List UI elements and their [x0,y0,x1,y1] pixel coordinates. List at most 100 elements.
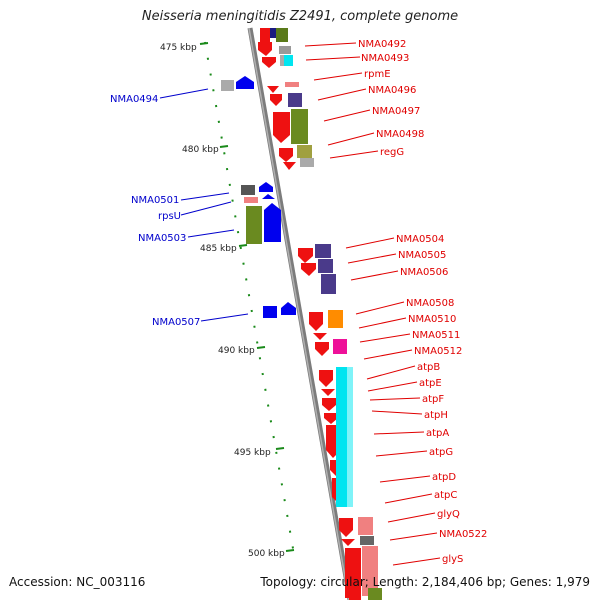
gene-arrow-forward [315,342,329,356]
gene-arrow-forward [270,94,282,106]
feature-block [221,80,234,91]
gene-arrow-reverse [236,76,254,89]
feature-block [333,339,347,354]
gene-arrow-forward [321,389,335,396]
feature-block [345,548,361,598]
feature-block [360,536,374,545]
feature-block [347,367,353,507]
feature-block [282,55,293,66]
feature-block [263,306,277,318]
gene-label-nma0507[interactable]: NMA0507 [152,317,200,328]
scale-label-490: 490 kbp [218,346,255,356]
feature-block [300,158,314,167]
gene-label-nma0501[interactable]: NMA0501 [131,195,179,206]
gene-arrow-forward [324,413,338,424]
right-gene-labels: NMA0492 NMA0493 rpmE NMA0496 NMA0497 NMA… [358,39,487,565]
gene-label-rpsu[interactable]: rpsU [158,211,181,222]
gene-arrow-forward [313,333,327,340]
gene-label-nma0498[interactable]: NMA0498 [376,129,424,140]
gene-label-regg[interactable]: regG [380,147,404,158]
scale-label-485: 485 kbp [200,244,237,254]
gene-label-nma0522[interactable]: NMA0522 [439,529,487,540]
gene-arrow-forward [267,86,279,93]
feature-block [279,46,291,54]
feature-block [244,197,258,203]
gene-arrow-reverse [281,302,296,315]
gene-arrow-reverse [264,203,281,242]
gene-arrow-forward [298,248,313,263]
feature-block [241,185,255,195]
accession-text: Accession: NC_003116 [9,575,146,589]
gene-label-atpc[interactable]: atpC [434,490,457,501]
scale-label-480: 480 kbp [182,145,219,155]
feature-block [358,517,373,535]
left-leader-lines [159,88,249,322]
feature-block [260,28,270,42]
gene-label-atpf[interactable]: atpF [422,394,444,405]
feature-block [276,28,288,42]
feature-block [368,588,382,600]
feature-block [318,259,333,273]
genome-info-text: Topology: circular; Length: 2,184,406 bp… [260,575,590,589]
gene-arrow-forward [319,370,333,387]
right-leader-lines [304,42,441,566]
feature-block [321,274,336,294]
feature-block [291,109,308,144]
left-gene-labels: NMA0494 NMA0501 rpsU NMA0503 NMA0507 [110,94,200,328]
gene-arrow-reverse [262,194,275,199]
gene-label-rpme[interactable]: rpmE [364,69,391,80]
gene-arrow-forward [279,148,293,162]
gene-label-nma0512[interactable]: NMA0512 [414,346,462,357]
scale-label-475: 475 kbp [160,43,197,53]
gene-label-atpa[interactable]: atpA [426,428,449,439]
feature-block [349,592,361,600]
gene-arrow-reverse [259,182,273,192]
gene-arrow-forward [262,57,276,68]
gene-label-nma0511[interactable]: NMA0511 [412,330,460,341]
gene-label-glys[interactable]: glyS [442,554,463,565]
gene-label-nma0508[interactable]: NMA0508 [406,298,454,309]
gene-label-atph[interactable]: atpH [424,410,448,421]
gene-label-nma0510[interactable]: NMA0510 [408,314,456,325]
gene-label-atpe[interactable]: atpE [419,378,442,389]
feature-block [280,55,284,66]
gene-arrow-forward [339,518,353,537]
feature-block [297,145,312,158]
gene-label-nma0494[interactable]: NMA0494 [110,94,158,105]
feature-block [288,93,302,107]
feature-block [362,546,378,596]
scale-label-495: 495 kbp [234,448,271,458]
gene-arrow-forward [258,42,272,56]
feature-block [328,310,343,328]
gene-label-nma0496[interactable]: NMA0496 [368,85,416,96]
gene-label-nma0506[interactable]: NMA0506 [400,267,448,278]
forward-features [258,28,382,600]
gene-arrow-forward [273,112,290,143]
feature-block [267,28,281,38]
gene-label-nma0505[interactable]: NMA0505 [398,250,446,261]
gene-label-atpg[interactable]: atpG [429,447,453,458]
gene-label-atpb[interactable]: atpB [417,362,440,373]
feature-block [246,206,262,244]
feature-block [285,82,299,87]
gene-arrow-forward [341,539,355,546]
gene-arrow-forward [283,162,296,170]
reverse-features [221,76,296,318]
scale-ticks: 475 kbp 480 kbp 485 kbp 490 kbp 495 kbp … [160,42,295,559]
gene-label-nma0504[interactable]: NMA0504 [396,234,444,245]
genome-backbone [247,27,353,600]
gene-arrow-forward [301,263,316,276]
gene-label-glyq[interactable]: glyQ [437,509,460,520]
feature-block [315,244,331,258]
gene-label-nma0497[interactable]: NMA0497 [372,106,420,117]
gene-label-nma0493[interactable]: NMA0493 [361,53,409,64]
gene-arrow-forward [309,312,323,331]
scale-label-500: 500 kbp [248,549,285,559]
gene-arrow-forward [322,398,336,411]
gene-label-atpd[interactable]: atpD [432,472,456,483]
gene-label-nma0492[interactable]: NMA0492 [358,39,406,50]
gene-label-nma0503[interactable]: NMA0503 [138,233,186,244]
feature-block [336,367,350,507]
genome-title: Neisseria meningitidis Z2491, complete g… [141,9,459,24]
